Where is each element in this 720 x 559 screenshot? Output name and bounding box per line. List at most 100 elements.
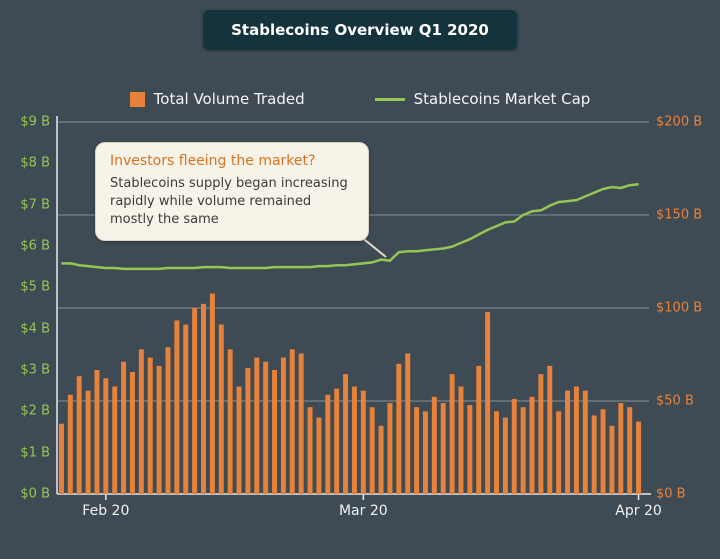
- y-axis-right-tick: $50 B: [656, 393, 694, 409]
- volume-bar: [502, 417, 508, 494]
- volume-bar: [156, 365, 162, 494]
- volume-bar: [76, 376, 82, 494]
- legend-label-volume: Total Volume Traded: [153, 90, 305, 108]
- legend-item-marketcap[interactable]: Stablecoins Market Cap: [374, 90, 591, 108]
- annotation-title: Investors fleeing the market?: [110, 153, 316, 169]
- y-axis-left-tick: $6 B: [20, 238, 50, 254]
- x-axis-tick: Mar 20: [338, 503, 388, 519]
- volume-bar: [467, 405, 473, 494]
- volume-bar: [129, 372, 135, 494]
- y-axis-right-tick: $100 B: [656, 300, 703, 316]
- legend-label-marketcap: Stablecoins Market Cap: [413, 90, 591, 108]
- volume-bar: [121, 361, 127, 494]
- y-axis-left-tick: $3 B: [20, 362, 50, 378]
- volume-bar: [431, 396, 437, 494]
- volume-bar: [316, 417, 322, 494]
- volume-bar: [556, 411, 562, 494]
- x-axis-tick: Feb 20: [82, 503, 130, 519]
- volume-bar: [591, 415, 597, 494]
- volume-bar: [360, 390, 366, 494]
- volume-bar: [609, 425, 615, 494]
- y-axis-left-tick: $4 B: [20, 321, 50, 337]
- y-axis-left-tick: $0 B: [20, 486, 50, 502]
- volume-bar: [440, 403, 446, 494]
- chart-legend: Total Volume Traded Stablecoins Market C…: [0, 90, 720, 108]
- volume-bar: [618, 403, 624, 494]
- volume-bar: [378, 425, 384, 494]
- volume-bar: [387, 403, 393, 494]
- volume-bar: [582, 390, 588, 494]
- volume-bar: [600, 409, 606, 494]
- y-axis-right-tick: $0 B: [656, 486, 686, 502]
- volume-bar: [174, 320, 180, 494]
- marketcap-line: [61, 183, 639, 271]
- annotation-body: Stablecoins supply began increasing rapi…: [110, 176, 348, 228]
- volume-bar: [227, 349, 233, 494]
- volume-bar: [351, 386, 357, 494]
- volume-bar: [192, 308, 198, 494]
- y-axis-left-tick: $2 B: [20, 403, 50, 419]
- volume-bar: [458, 386, 464, 494]
- y-axis-left-tick: $1 B: [20, 445, 50, 461]
- volume-bar: [538, 374, 544, 494]
- volume-bar: [476, 365, 482, 494]
- y-axis-left-tick: $5 B: [20, 279, 50, 295]
- volume-bar: [494, 411, 499, 494]
- volume-bar: [573, 386, 579, 494]
- volume-bar: [165, 347, 171, 494]
- volume-bar: [449, 374, 455, 494]
- volume-bar: [520, 407, 526, 494]
- y-axis-left-tick: $7 B: [20, 197, 50, 213]
- volume-bar: [396, 363, 402, 494]
- volume-bar: [85, 390, 91, 494]
- volume-bar: [112, 386, 118, 494]
- volume-bar: [272, 370, 278, 494]
- chart-title: Stablecoins Overview Q1 2020: [203, 10, 517, 50]
- line-swatch-icon: [374, 97, 405, 101]
- y-axis-right-tick: $150 B: [656, 207, 703, 223]
- volume-bar: [334, 388, 340, 494]
- volume-bar: [565, 390, 571, 494]
- volume-bar: [254, 357, 260, 494]
- volume-bar: [183, 324, 189, 494]
- volume-bar: [103, 378, 109, 494]
- volume-bar: [138, 349, 144, 494]
- volume-bar: [485, 312, 491, 494]
- volume-bar: [529, 396, 535, 494]
- volume-bar: [147, 357, 153, 494]
- volume-bar: [343, 374, 349, 494]
- volume-bar: [67, 394, 73, 494]
- volume-bar: [369, 407, 375, 494]
- volume-bar: [94, 370, 100, 494]
- y-axis-left-tick: $9 B: [20, 114, 50, 130]
- volume-bar: [414, 407, 420, 494]
- annotation-leader-line: [359, 235, 387, 258]
- x-axis-tick: Apr 20: [615, 503, 662, 519]
- volume-bar: [405, 353, 411, 494]
- volume-bar: [218, 324, 224, 494]
- y-axis-left-tick: $8 B: [20, 155, 50, 171]
- volume-bar: [547, 365, 553, 494]
- volume-bar: [422, 411, 428, 494]
- volume-bar: [627, 407, 633, 494]
- volume-bar: [58, 423, 64, 494]
- volume-bar: [298, 353, 304, 494]
- volume-bar: [511, 398, 517, 494]
- volume-bars: [58, 293, 642, 494]
- volume-bar: [636, 421, 642, 494]
- volume-bar: [325, 394, 331, 494]
- volume-bar: [289, 349, 295, 494]
- volume-bar: [201, 303, 206, 494]
- volume-bar: [236, 386, 242, 494]
- annotation-callout: Investors fleeing the market? Stablecoin…: [95, 142, 369, 241]
- volume-bar: [263, 361, 269, 494]
- volume-bar: [307, 407, 313, 494]
- volume-bar: [245, 367, 251, 494]
- bar-swatch-icon: [129, 91, 145, 107]
- volume-bar: [209, 293, 215, 494]
- y-axis-right-tick: $200 B: [656, 114, 703, 130]
- volume-bar: [280, 357, 286, 494]
- legend-item-volume[interactable]: Total Volume Traded: [129, 90, 305, 108]
